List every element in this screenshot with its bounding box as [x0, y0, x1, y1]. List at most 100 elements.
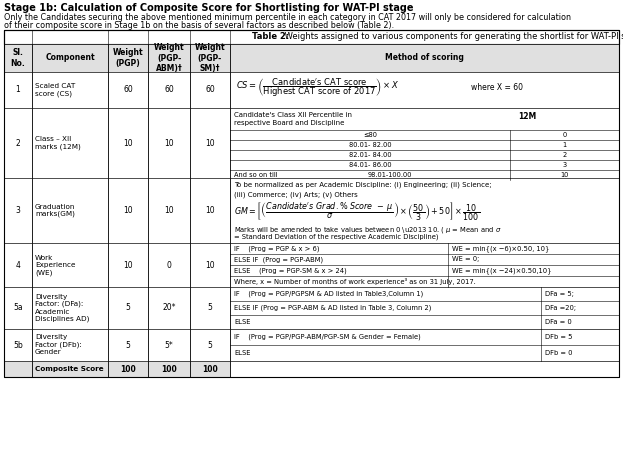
Bar — [148, 243, 190, 287]
Text: Method of scoring: Method of scoring — [385, 54, 464, 63]
Text: 3: 3 — [563, 162, 566, 168]
Bar — [190, 178, 230, 243]
Text: DFb = 5: DFb = 5 — [545, 334, 573, 340]
Text: 5: 5 — [207, 340, 212, 349]
Text: DFa = 0: DFa = 0 — [545, 319, 572, 325]
Bar — [108, 243, 148, 287]
Bar — [190, 108, 230, 178]
Text: 1: 1 — [563, 142, 566, 148]
Text: IF    (Prog = PGP & x > 6): IF (Prog = PGP & x > 6) — [234, 245, 320, 252]
Bar — [148, 329, 190, 361]
Bar — [4, 178, 32, 243]
Text: (iii) Commerce; (iv) Arts; (v) Others: (iii) Commerce; (iv) Arts; (v) Others — [234, 191, 358, 198]
Text: 5*: 5* — [164, 340, 173, 349]
Text: Graduation
marks(GM): Graduation marks(GM) — [35, 204, 75, 217]
Text: DFa = 5;: DFa = 5; — [545, 291, 574, 297]
Text: 4: 4 — [16, 261, 21, 269]
Bar — [230, 361, 619, 377]
Text: ELSE: ELSE — [234, 350, 250, 356]
Bar — [32, 108, 108, 178]
Text: WE = min{(x −24)×0.50,10}: WE = min{(x −24)×0.50,10} — [452, 267, 551, 274]
Bar — [4, 30, 619, 377]
Text: To be normalized as per Academic Discipline: (i) Engineering; (ii) Science;: To be normalized as per Academic Discipl… — [234, 182, 492, 189]
Text: $GM = \left[\left(\dfrac{Candidate's\ Grad.\%\ Score\ -\ \mu}{\sigma}\right)\tim: $GM = \left[\left(\dfrac{Candidate's\ Gr… — [234, 200, 480, 222]
Text: respective Board and Discipline: respective Board and Discipline — [234, 120, 345, 126]
Text: And so on till: And so on till — [234, 172, 278, 178]
Text: $CS = \left(\dfrac{\mathrm{Candidate's\ CAT\ score}}{\mathrm{Highest\ CAT\ score: $CS = \left(\dfrac{\mathrm{Candidate's\ … — [236, 77, 399, 99]
Text: Candidate's Class XII Percentile in: Candidate's Class XII Percentile in — [234, 112, 352, 118]
Bar — [4, 72, 32, 108]
Text: Diversity
Factor (DFb):
Gender: Diversity Factor (DFb): Gender — [35, 334, 82, 355]
Bar — [32, 178, 108, 243]
Text: 100: 100 — [202, 365, 218, 374]
Text: 5a: 5a — [13, 304, 23, 312]
Text: Table 2:: Table 2: — [252, 32, 288, 41]
Bar — [148, 287, 190, 329]
Text: WE = min{(x −6)×0.50, 10}: WE = min{(x −6)×0.50, 10} — [452, 245, 549, 252]
Bar — [4, 329, 32, 361]
Bar — [32, 72, 108, 108]
Bar — [230, 329, 619, 361]
Bar — [230, 243, 619, 287]
Bar — [230, 178, 619, 243]
Text: 82.01- 84.00: 82.01- 84.00 — [349, 152, 391, 158]
Text: 10: 10 — [205, 206, 215, 215]
Text: 10: 10 — [123, 261, 133, 269]
Bar — [4, 287, 32, 329]
Bar — [148, 361, 190, 377]
Text: 10: 10 — [164, 206, 174, 215]
Text: 60: 60 — [123, 85, 133, 94]
Bar — [32, 361, 108, 377]
Bar — [4, 108, 32, 178]
Bar — [148, 44, 190, 72]
Bar — [4, 361, 32, 377]
Bar — [190, 329, 230, 361]
Bar — [230, 287, 619, 329]
Text: 5b: 5b — [13, 340, 23, 349]
Text: 0: 0 — [563, 132, 567, 138]
Bar — [148, 72, 190, 108]
Bar — [108, 361, 148, 377]
Text: Scaled CAT
score (CS): Scaled CAT score (CS) — [35, 83, 75, 97]
Text: Weight
(PGP): Weight (PGP) — [113, 48, 143, 68]
Bar — [148, 178, 190, 243]
Bar — [108, 72, 148, 108]
Text: DFb = 0: DFb = 0 — [545, 350, 573, 356]
Text: 60: 60 — [164, 85, 174, 94]
Text: of their composite score in Stage 1b on the basis of several factors as describe: of their composite score in Stage 1b on … — [4, 21, 394, 30]
Bar — [190, 361, 230, 377]
Text: 0: 0 — [166, 261, 171, 269]
Text: 20*: 20* — [162, 304, 176, 312]
Text: DFa =20;: DFa =20; — [545, 305, 576, 311]
Bar — [32, 287, 108, 329]
Text: where X = 60: where X = 60 — [471, 84, 523, 92]
Text: 100: 100 — [161, 365, 177, 374]
Bar — [190, 287, 230, 329]
Bar — [230, 108, 619, 178]
Text: ELSE    (Prog = PGP-SM & x > 24): ELSE (Prog = PGP-SM & x > 24) — [234, 267, 347, 274]
Bar — [108, 44, 148, 72]
Text: IF    (Prog = PGP/PGP-ABM/PGP-SM & Gender = Female): IF (Prog = PGP/PGP-ABM/PGP-SM & Gender =… — [234, 334, 421, 340]
Text: Diversity
Factor: (DFa):
Academic
Disciplines AD): Diversity Factor: (DFa): Academic Discip… — [35, 294, 89, 322]
Text: ELSE IF (Prog = PGP-ABM & AD listed in Table 3, Column 2): ELSE IF (Prog = PGP-ABM & AD listed in T… — [234, 305, 431, 311]
Text: Component: Component — [45, 54, 95, 63]
Text: Marks will be amended to take values between 0 \u2013 10. ( $\mu$ = Mean and $\s: Marks will be amended to take values bet… — [234, 225, 502, 235]
Text: ≤80: ≤80 — [363, 132, 377, 138]
Bar — [32, 44, 108, 72]
Text: 3: 3 — [16, 206, 21, 215]
Text: Composite Score: Composite Score — [35, 366, 103, 372]
Text: ELSE: ELSE — [234, 319, 250, 325]
Bar — [4, 44, 32, 72]
Bar — [148, 108, 190, 178]
Text: 84.01- 86.00: 84.01- 86.00 — [349, 162, 391, 168]
Text: 80.01- 82.00: 80.01- 82.00 — [349, 142, 391, 148]
Text: 2: 2 — [16, 139, 21, 148]
Text: Weights assigned to various components for generating the shortlist for WAT-PI s: Weights assigned to various components f… — [282, 32, 623, 41]
Bar — [4, 243, 32, 287]
Text: 10: 10 — [560, 172, 569, 178]
Text: ELSE IF  (Prog = PGP-ABM): ELSE IF (Prog = PGP-ABM) — [234, 256, 323, 263]
Text: 10: 10 — [205, 139, 215, 148]
Bar — [108, 178, 148, 243]
Text: 60: 60 — [205, 85, 215, 94]
Text: 10: 10 — [164, 139, 174, 148]
